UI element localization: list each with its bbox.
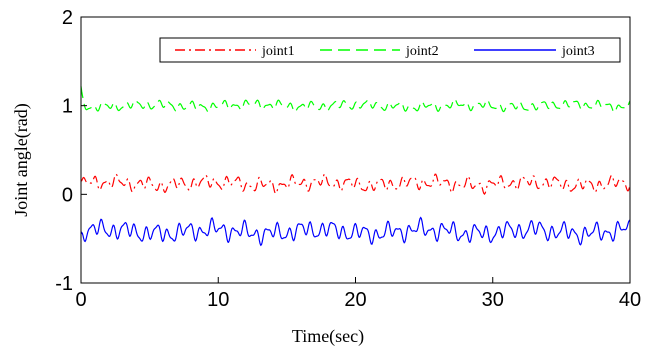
y-tick-label: 1 [62, 96, 73, 118]
legend-label-joint3: joint3 [561, 44, 595, 59]
legend-label-joint2: joint2 [405, 44, 439, 59]
y-axis-title: Joint angle(rad) [11, 103, 32, 216]
x-tick-label: 20 [344, 289, 366, 311]
y-tick-label: 0 [62, 184, 73, 206]
legend-label-joint1: joint1 [261, 44, 295, 59]
plot-lines [80, 86, 631, 247]
x-tick-label: 10 [207, 289, 229, 311]
series-line-joint3 [80, 216, 631, 247]
x-tick-label: 0 [75, 289, 86, 311]
legend: joint1 joint2 joint3 [159, 37, 621, 63]
series-line-joint1 [80, 172, 631, 195]
x-axis-title: Time(sec) [292, 326, 364, 347]
x-tick-label: 40 [619, 289, 641, 311]
series-line-joint2 [80, 86, 631, 114]
y-tick-label: 2 [62, 7, 73, 29]
x-tick-label: 30 [482, 289, 504, 311]
y-tick-label: -1 [55, 273, 73, 295]
